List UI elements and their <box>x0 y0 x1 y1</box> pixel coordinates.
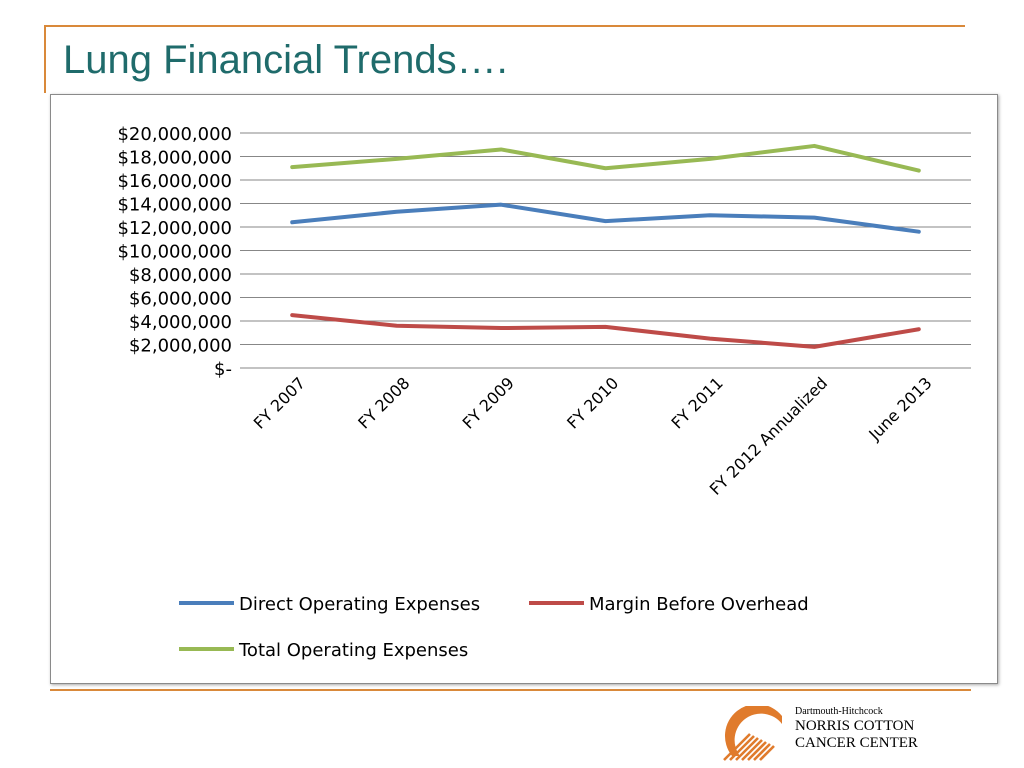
chart-frame: $- $2,000,000 $4,000,000 $6,000,000 $8,000,0… <box>50 94 998 684</box>
x-tick-label: June 2013 <box>864 373 935 444</box>
logo-emblem-icon <box>723 703 782 761</box>
x-tick-label: FY 2009 <box>459 373 518 432</box>
legend-label: Direct Operating Expenses <box>239 594 480 615</box>
x-tick-label: FY 2011 <box>668 373 727 432</box>
left-accent-rule <box>44 25 46 93</box>
line-chart: $-$2,000,000 $4,000,000$6,000,000 $8,000,0… <box>117 124 971 661</box>
y-tick-label: $16,000,000 <box>117 171 232 192</box>
x-tick-label: FY 2007 <box>250 373 309 432</box>
logo-line-1: Dartmouth-Hitchcock <box>795 706 883 717</box>
series-line-2 <box>290 143 921 173</box>
series-line-0 <box>290 202 921 234</box>
y-tick-label: $12,000,000 <box>117 218 232 239</box>
logo-line-2: NORRIS COTTON <box>795 718 915 734</box>
y-tick-label: $2,000,000 <box>129 336 232 357</box>
x-tick-label: FY 2008 <box>354 373 413 432</box>
top-accent-rule <box>44 25 965 27</box>
y-tick-label: $8,000,000 <box>129 265 232 286</box>
y-tick-label: $- <box>214 359 232 380</box>
y-tick-label: $4,000,000 <box>129 312 232 333</box>
x-tick-label: FY 2012 Annualized <box>706 373 831 498</box>
x-tick-label: FY 2010 <box>563 373 622 432</box>
y-tick-label: $6,000,000 <box>129 289 232 310</box>
logo-text: Dartmouth-Hitchcock NORRIS COTTON CANCER… <box>795 706 918 752</box>
legend-label: Margin Before Overhead <box>589 594 809 615</box>
slide-title: Lung Financial Trends…. <box>63 38 508 82</box>
y-tick-label: $18,000,000 <box>117 148 232 169</box>
y-tick-label: $10,000,000 <box>117 242 232 263</box>
legend-label: Total Operating Expenses <box>238 640 468 661</box>
bottom-accent-rule <box>50 689 971 691</box>
series-line-1 <box>290 313 921 349</box>
y-tick-label: $14,000,000 <box>117 195 232 216</box>
norris-cotton-logo: Dartmouth-Hitchcock NORRIS COTTON CANCER… <box>720 703 970 762</box>
logo-line-3: CANCER CENTER <box>795 735 918 751</box>
y-tick-label: $20,000,000 <box>117 124 232 145</box>
